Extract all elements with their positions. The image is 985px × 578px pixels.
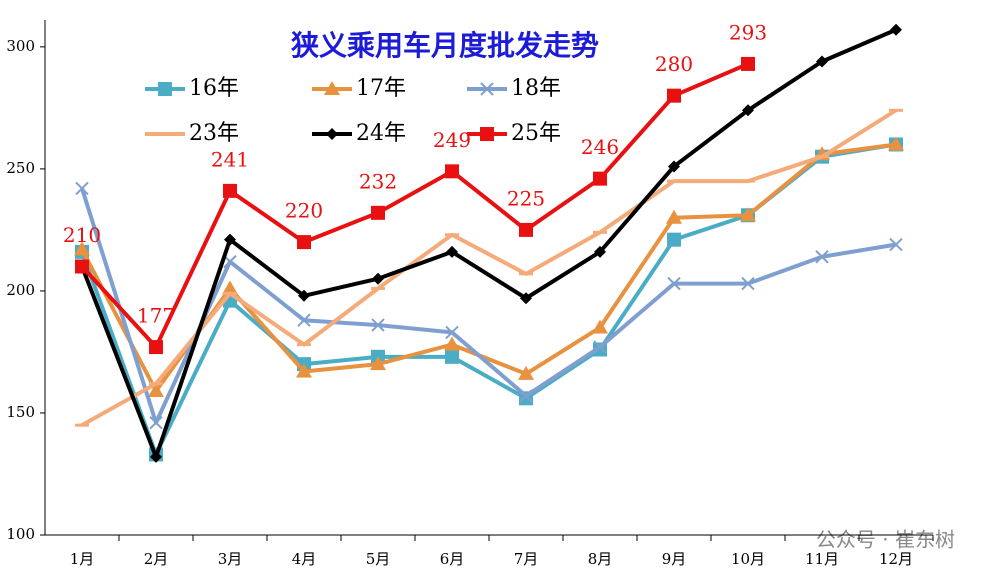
marker (75, 181, 89, 196)
marker (480, 127, 494, 141)
marker (667, 232, 681, 247)
marker (520, 292, 532, 305)
legend-label: 16年 (189, 76, 239, 101)
marker (446, 245, 458, 258)
marker (445, 349, 459, 364)
marker (158, 82, 172, 96)
chart-title: 狭义乘用车月度批发走势 (290, 29, 599, 62)
x-tick-label: 5月 (366, 550, 391, 568)
marker (150, 450, 162, 463)
watermark: 公众号 · 崔东树 (816, 528, 955, 552)
marker (741, 276, 755, 291)
data-label: 177 (137, 304, 175, 328)
marker (223, 254, 237, 269)
marker (75, 259, 89, 274)
legend-label: 23年 (189, 121, 239, 146)
marker (296, 363, 312, 378)
marker (519, 389, 533, 403)
y-tick-label: 100 (6, 525, 35, 543)
marker (666, 209, 682, 224)
x-tick-label: 8月 (588, 550, 613, 568)
marker (298, 289, 310, 302)
marker (667, 276, 681, 291)
data-label: 246 (581, 135, 619, 159)
data-label: 249 (433, 128, 471, 152)
marker (592, 319, 608, 334)
series-line (80, 62, 749, 350)
data-label: 220 (285, 199, 323, 223)
x-tick-label: 6月 (440, 550, 465, 568)
y-tick-label: 250 (6, 159, 35, 177)
marker (297, 235, 311, 250)
marker (741, 56, 755, 71)
marker (518, 365, 534, 380)
data-label: 280 (655, 52, 693, 76)
marker (371, 205, 385, 220)
data-label: 241 (211, 147, 249, 171)
y-tick-label: 300 (6, 37, 35, 55)
marker (149, 416, 163, 430)
marker (149, 340, 163, 355)
data-label: 210 (63, 223, 101, 247)
series-line (81, 108, 898, 427)
x-tick-label: 12月 (879, 550, 913, 568)
x-tick-label: 10月 (731, 550, 765, 568)
marker (668, 160, 680, 173)
series-line (80, 142, 897, 457)
marker (889, 237, 903, 252)
marker (222, 280, 238, 295)
x-tick-label: 2月 (144, 550, 169, 568)
x-tick-label: 4月 (292, 550, 317, 568)
marker (816, 55, 828, 68)
marker (444, 336, 460, 351)
x-tick-label: 1月 (70, 550, 95, 568)
marker (594, 245, 606, 258)
marker (326, 128, 338, 140)
x-tick-label: 9月 (662, 550, 687, 568)
series-line (80, 187, 897, 425)
marker (593, 171, 607, 186)
marker (890, 23, 902, 36)
data-label: 293 (729, 20, 767, 44)
marker (74, 241, 90, 256)
legend-label: 25年 (511, 121, 561, 146)
data-label: 232 (359, 169, 397, 193)
x-tick-label: 7月 (514, 550, 539, 568)
series-line (80, 27, 897, 459)
marker (148, 382, 164, 397)
x-tick-label: 3月 (218, 550, 243, 568)
x-tick-label: 11月 (805, 550, 839, 568)
marker (480, 82, 494, 96)
legend-label: 24年 (356, 121, 406, 146)
marker (742, 104, 754, 117)
marker (445, 164, 459, 179)
marker (815, 250, 829, 264)
marker (519, 222, 533, 237)
marker (297, 313, 311, 327)
marker (370, 356, 386, 371)
marker (593, 340, 607, 354)
marker (324, 81, 340, 95)
marker (223, 183, 237, 198)
marker (224, 233, 236, 246)
data-label: 225 (507, 186, 545, 210)
legend-label: 18年 (511, 76, 561, 101)
marker (888, 136, 904, 151)
marker (445, 325, 459, 340)
marker (372, 272, 384, 285)
legend-label: 17年 (356, 76, 406, 101)
marker (740, 207, 756, 222)
marker (667, 88, 681, 103)
y-tick-label: 200 (6, 281, 35, 299)
marker (371, 318, 385, 332)
y-tick-label: 150 (6, 403, 35, 421)
